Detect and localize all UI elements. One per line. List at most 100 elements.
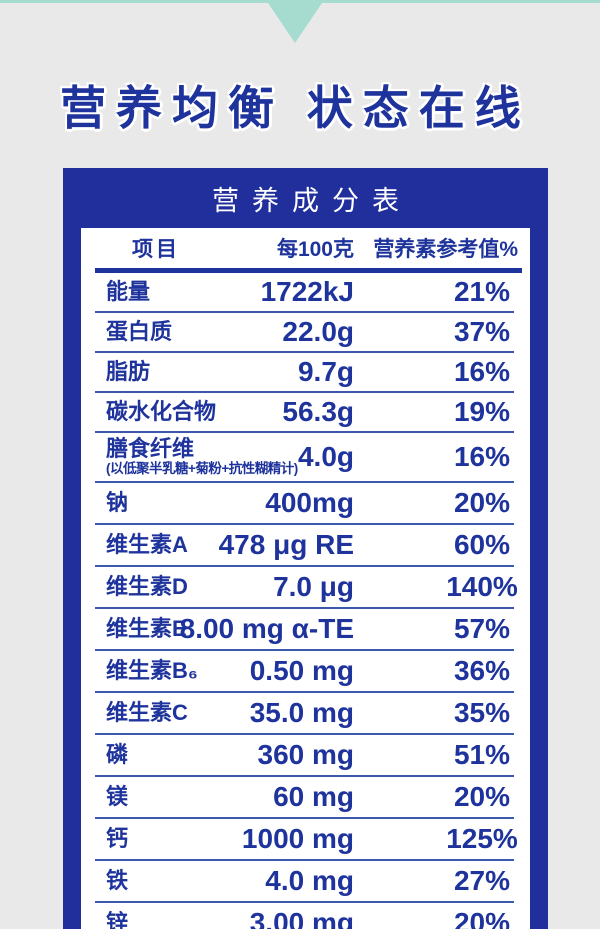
nutrient-name: 蛋白质 bbox=[106, 319, 173, 345]
table-row: 镁 60 mg 20% bbox=[81, 777, 530, 817]
header-divider-rule bbox=[95, 268, 522, 273]
row-divider bbox=[95, 607, 514, 609]
nutrient-amount: 4.0 mg bbox=[265, 865, 354, 896]
row-divider bbox=[95, 649, 514, 651]
nutrient-amount: 60 mg bbox=[273, 781, 354, 812]
nutrient-name: 碳水化合物 bbox=[106, 399, 217, 425]
nutrient-nrv-percent: 19% bbox=[453, 396, 511, 427]
row-divider bbox=[95, 523, 514, 525]
nutrient-nrv-percent: 16% bbox=[453, 441, 511, 472]
nutrient-name: 膳食纤维 bbox=[106, 436, 195, 462]
down-triangle-decoration bbox=[268, 3, 322, 43]
nutrient-name-cell: 脂肪 bbox=[81, 360, 231, 383]
top-accent-strip bbox=[0, 0, 600, 3]
nutrient-name-cell: 碳水化合物 bbox=[81, 400, 231, 423]
table-row: 钠 400mg 20% bbox=[81, 483, 530, 523]
table-row: 膳食纤维 (以低聚半乳糖+菊粉+抗性糊精计) 4.0g 16% bbox=[81, 433, 530, 481]
table-row: 磷 360 mg 51% bbox=[81, 735, 530, 775]
row-divider bbox=[95, 817, 514, 819]
table-row: 维生素D 7.0 μg 140% bbox=[81, 567, 530, 607]
nutrient-amount: 1722kJ bbox=[260, 276, 354, 307]
nutrient-nrv-percent: 57% bbox=[453, 613, 511, 644]
row-divider bbox=[95, 431, 514, 433]
nutrient-amount: 1000 mg bbox=[241, 823, 354, 854]
table-row: 维生素B₆ 0.50 mg 36% bbox=[81, 651, 530, 691]
nutrient-name-cell: 维生素A bbox=[81, 533, 231, 556]
table-header-row: 项目 每100克 营养素参考值% bbox=[81, 228, 530, 268]
nutrient-name-cell: 钙 bbox=[81, 827, 231, 850]
nutrient-amount: 9.7g bbox=[297, 356, 354, 387]
nutrient-nrv-percent: 36% bbox=[453, 655, 511, 686]
row-divider bbox=[95, 733, 514, 735]
nutrient-amount: 7.0 μg bbox=[273, 571, 354, 602]
nutrient-name-cell: 镁 bbox=[81, 785, 231, 808]
column-header-nrv: 营养素参考值% bbox=[373, 238, 518, 261]
nutrient-nrv-percent: 35% bbox=[453, 697, 511, 728]
nutrient-amount: 22.0g bbox=[282, 316, 354, 347]
nutrient-amount: 8.00 mg α-TE bbox=[179, 613, 354, 644]
nutrient-amount: 400mg bbox=[265, 487, 354, 518]
table-row: 蛋白质 22.0g 37% bbox=[81, 313, 530, 351]
table-row: 钙 1000 mg 125% bbox=[81, 819, 530, 859]
table-body: 能量 1722kJ 21% 蛋白质 22.0g 37% 脂肪 9.7g 16% … bbox=[81, 273, 530, 929]
nutrient-nrv-percent: 60% bbox=[453, 529, 511, 560]
row-divider bbox=[95, 859, 514, 861]
nutrient-amount: 3.00 mg bbox=[249, 907, 354, 929]
table-row: 维生素E 8.00 mg α-TE 57% bbox=[81, 609, 530, 649]
nutrient-name-cell: 维生素D bbox=[81, 575, 231, 598]
column-header-per-100g: 每100克 bbox=[276, 238, 354, 261]
table-row: 脂肪 9.7g 16% bbox=[81, 353, 530, 391]
nutrient-name-cell: 能量 bbox=[81, 280, 231, 303]
nutrient-subnote: (以低聚半乳糖+菊粉+抗性糊精计) bbox=[106, 461, 298, 477]
column-header-item: 项目 bbox=[132, 238, 180, 261]
nutrient-name-cell: 磷 bbox=[81, 743, 231, 766]
nutrient-nrv-percent: 20% bbox=[453, 907, 511, 929]
nutrient-nrv-percent: 21% bbox=[453, 276, 511, 307]
nutrient-amount: 56.3g bbox=[282, 396, 354, 427]
nutrient-name-cell: 维生素E bbox=[81, 617, 231, 640]
row-divider bbox=[95, 311, 514, 313]
nutrient-name: 钠 bbox=[106, 490, 129, 516]
nutrient-name-cell: 铁 bbox=[81, 869, 231, 892]
table-row: 铁 4.0 mg 27% bbox=[81, 861, 530, 901]
nutrient-nrv-percent: 20% bbox=[453, 487, 511, 518]
nutrient-nrv-percent: 37% bbox=[453, 316, 511, 347]
nutrient-amount: 4.0g bbox=[297, 441, 354, 472]
nutrient-name: 钙 bbox=[106, 826, 129, 852]
row-divider bbox=[95, 481, 514, 483]
nutrition-table-panel: 营养成分表 项目 每100克 营养素参考值% 能量 1722kJ 21% 蛋白质… bbox=[63, 168, 548, 929]
table-row: 能量 1722kJ 21% bbox=[81, 273, 530, 311]
row-divider bbox=[95, 901, 514, 903]
nutrient-name-cell: 维生素B₆ bbox=[81, 659, 231, 682]
table-title: 营养成分表 bbox=[212, 185, 412, 216]
nutrient-nrv-percent: 20% bbox=[453, 781, 511, 812]
nutrient-nrv-percent: 27% bbox=[453, 865, 511, 896]
nutrient-name-cell: 膳食纤维 (以低聚半乳糖+菊粉+抗性糊精计) bbox=[81, 436, 298, 477]
nutrient-name: 维生素E bbox=[106, 616, 187, 642]
nutrient-name: 锌 bbox=[106, 910, 129, 929]
nutrient-amount: 360 mg bbox=[257, 739, 355, 770]
row-divider bbox=[95, 565, 514, 567]
nutrient-name: 磷 bbox=[106, 742, 129, 768]
nutrient-nrv-percent: 125% bbox=[446, 823, 518, 854]
row-divider bbox=[95, 691, 514, 693]
nutrient-amount: 478 μg RE bbox=[218, 529, 354, 560]
row-divider bbox=[95, 351, 514, 353]
nutrient-amount: 35.0 mg bbox=[249, 697, 354, 728]
nutrient-name: 铁 bbox=[106, 868, 129, 894]
nutrient-nrv-percent: 140% bbox=[446, 571, 518, 602]
nutrient-name-cell: 蛋白质 bbox=[81, 320, 231, 343]
table-row: 锌 3.00 mg 20% bbox=[81, 903, 530, 929]
nutrient-name: 维生素C bbox=[106, 700, 188, 726]
nutrient-name-cell: 钠 bbox=[81, 491, 231, 514]
nutrient-name: 脂肪 bbox=[106, 359, 151, 385]
nutrient-name: 维生素A bbox=[106, 532, 188, 558]
page-title: 营养均衡 状态在线 bbox=[60, 82, 531, 134]
table-row: 碳水化合物 56.3g 19% bbox=[81, 393, 530, 431]
nutrition-table-card: 项目 每100克 营养素参考值% 能量 1722kJ 21% 蛋白质 22.0g… bbox=[81, 228, 530, 929]
nutrient-name: 维生素B₆ bbox=[106, 658, 198, 684]
nutrient-name-cell: 锌 bbox=[81, 911, 231, 929]
nutrient-amount: 0.50 mg bbox=[249, 655, 354, 686]
nutrient-nrv-percent: 51% bbox=[453, 739, 511, 770]
table-row: 维生素A 478 μg RE 60% bbox=[81, 525, 530, 565]
